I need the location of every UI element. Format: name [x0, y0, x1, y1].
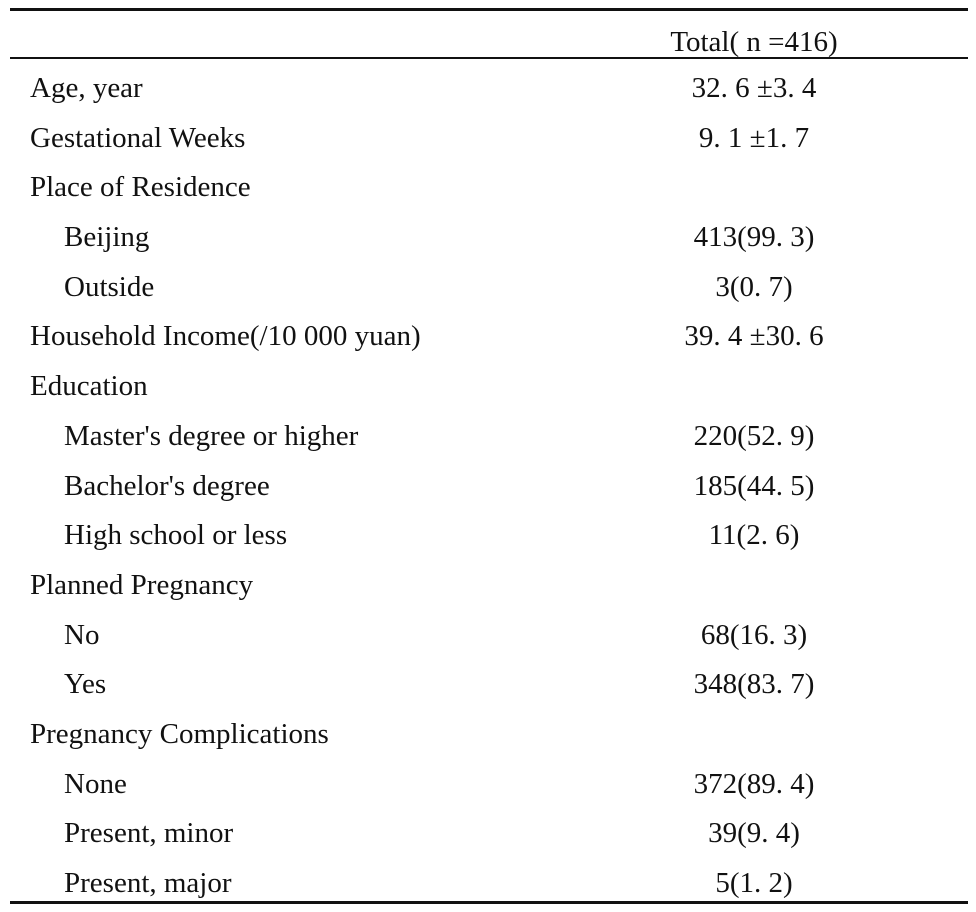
row-value: 9. 1 ±1. 7 — [698, 121, 810, 154]
row-value: 413(99. 3) — [693, 221, 815, 254]
row-label: Present, minor — [64, 817, 234, 850]
row-value: 220(52. 9) — [693, 419, 815, 452]
table-row: Gestational Weeks 9. 1 ±1. 7 — [10, 114, 968, 164]
table-row: High school or less 11(2. 6) — [10, 511, 968, 561]
table-row: Present, major 5(1. 2) — [10, 859, 968, 909]
table-row: Bachelor's degree 185(44. 5) — [10, 462, 968, 512]
row-label: Age, year — [30, 72, 143, 104]
row-label: Household Income(/10 000 yuan) — [30, 320, 421, 353]
table-row: Education — [10, 362, 968, 412]
row-value: 372(89. 4) — [693, 767, 815, 800]
header-total: Total( n =416) — [670, 26, 838, 58]
table-row: Present, minor 39(9. 4) — [10, 809, 968, 859]
table-row: None 372(89. 4) — [10, 760, 968, 810]
table-row: Age, year 32. 6 ±3. 4 — [10, 64, 968, 114]
table-header-rule — [10, 57, 968, 59]
row-label: Pregnancy Complications — [30, 717, 329, 750]
row-label: Planned Pregnancy — [30, 568, 254, 601]
table-body: Age, year 32. 6 ±3. 4 Gestational Weeks … — [10, 64, 968, 909]
row-value: 348(83. 7) — [693, 668, 815, 701]
row-value: 68(16. 3) — [700, 618, 808, 651]
table-top-rule — [10, 8, 968, 11]
row-label: None — [64, 767, 127, 800]
row-label: Bachelor's degree — [64, 469, 270, 502]
row-value: 39. 4 ±30. 6 — [684, 320, 824, 353]
row-label: Master's degree or higher — [64, 419, 359, 452]
row-label: Place of Residence — [30, 171, 251, 204]
row-label: Gestational Weeks — [30, 121, 246, 154]
table-row: Master's degree or higher 220(52. 9) — [10, 412, 968, 462]
row-label: No — [64, 618, 100, 651]
table-row: Pregnancy Complications — [10, 710, 968, 760]
table-bottom-rule — [10, 901, 968, 904]
row-label: Education — [30, 370, 148, 403]
row-value: 3(0. 7) — [715, 270, 793, 303]
row-value: 185(44. 5) — [693, 469, 815, 502]
row-label: Beijing — [64, 221, 150, 254]
row-label: Yes — [64, 668, 107, 701]
row-label: Outside — [64, 270, 155, 303]
table-row: Yes 348(83. 7) — [10, 660, 968, 710]
table-row: No 68(16. 3) — [10, 611, 968, 661]
row-value: 11(2. 6) — [708, 519, 800, 552]
table-row: Household Income(/10 000 yuan) 39. 4 ±30… — [10, 312, 968, 362]
table-row: Place of Residence — [10, 163, 968, 213]
row-label: Present, major — [64, 867, 232, 899]
row-label: High school or less — [64, 519, 288, 552]
row-value: 5(1. 2) — [715, 867, 793, 899]
row-value: 39(9. 4) — [708, 817, 800, 850]
table-row: Outside 3(0. 7) — [10, 263, 968, 313]
table-row: Beijing 413(99. 3) — [10, 213, 968, 263]
table-row: Planned Pregnancy — [10, 561, 968, 611]
table-header: Total( n =416) — [10, 16, 968, 58]
row-value: 32. 6 ±3. 4 — [691, 72, 817, 104]
